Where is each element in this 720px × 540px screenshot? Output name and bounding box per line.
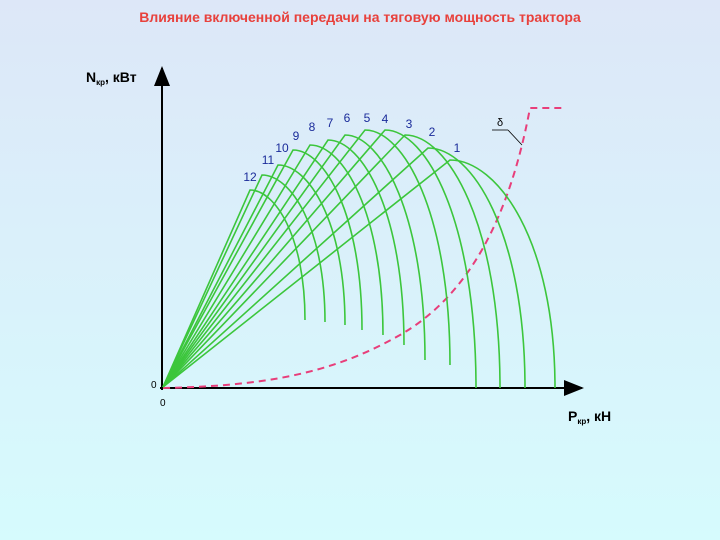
- traction-curve: [162, 174, 326, 388]
- traction-curve: [162, 144, 384, 388]
- slip-label: δ: [497, 117, 503, 129]
- curve-label: 5: [364, 111, 371, 125]
- title: Влияние включенной передачи на тяговую м…: [139, 9, 581, 25]
- curve-label: 12: [243, 170, 257, 184]
- x-label-rest: , кН: [586, 408, 611, 424]
- curve-label: 11: [262, 153, 275, 167]
- traction-curve: [162, 149, 363, 388]
- curve-label: 9: [293, 129, 300, 143]
- origin-label: 0: [160, 398, 166, 409]
- traction-curve: [162, 139, 405, 388]
- y-axis-label: Nкр, кВт: [86, 69, 137, 87]
- traction-curve: [162, 159, 556, 389]
- y-label-rest: , кВт: [105, 69, 137, 85]
- curve-label: 6: [344, 111, 351, 125]
- traction-curve: [162, 189, 306, 388]
- curve-label: 3: [406, 117, 413, 131]
- curve-label: 4: [382, 112, 389, 126]
- traction-curve: [162, 129, 477, 389]
- traction-curve: [162, 134, 426, 388]
- curve-label: 8: [309, 120, 316, 134]
- traction-curve: [162, 129, 451, 388]
- x-axis-label: Pкр, кН: [568, 408, 611, 426]
- curve-label: 1: [454, 141, 461, 155]
- traction-curve: [162, 147, 526, 389]
- leader-line: [507, 129, 523, 146]
- slip-curve: [162, 107, 565, 389]
- traction-curve: [162, 164, 346, 388]
- curve-label: 10: [275, 141, 289, 155]
- curve-label: 2: [429, 125, 436, 139]
- x-label-sub: кр: [577, 417, 586, 426]
- origin-label: 0: [151, 380, 157, 391]
- x-label-main: P: [568, 408, 577, 424]
- curve-label: 7: [327, 116, 334, 130]
- y-label-sub: кр: [96, 78, 105, 87]
- y-label-main: N: [86, 69, 96, 85]
- traction-curve: [162, 134, 501, 389]
